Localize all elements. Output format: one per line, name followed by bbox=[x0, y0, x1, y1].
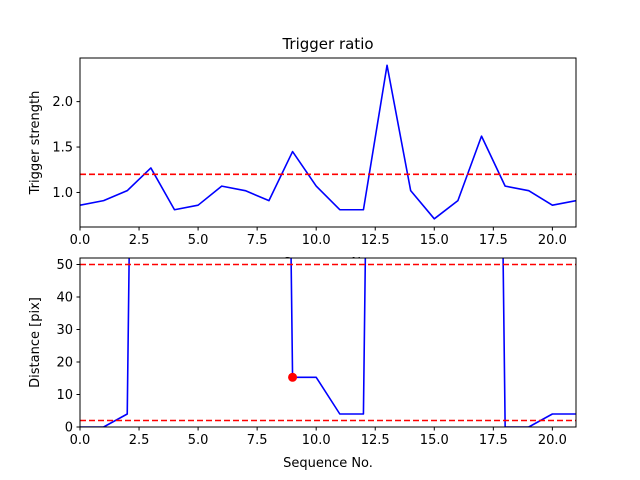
y-tick-label: 2.0 bbox=[52, 95, 73, 110]
plot-area bbox=[80, 258, 576, 427]
chart-title: Trigger ratio bbox=[281, 35, 373, 53]
x-tick-label: 20.0 bbox=[538, 233, 567, 248]
x-tick-label: 0.0 bbox=[70, 433, 91, 448]
y-tick-label: 20 bbox=[56, 356, 73, 371]
y-tick-label: 1.0 bbox=[52, 186, 73, 201]
x-tick-label: 2.5 bbox=[129, 433, 150, 448]
x-tick-label: 0.0 bbox=[70, 233, 91, 248]
y-tick-label: 10 bbox=[56, 388, 73, 403]
x-tick-label: 15.0 bbox=[420, 233, 449, 248]
x-tick-label: 12.5 bbox=[361, 233, 390, 248]
marker-point-0 bbox=[288, 372, 298, 382]
x-tick-label: 7.5 bbox=[247, 233, 268, 248]
x-tick-label: 7.5 bbox=[247, 433, 268, 448]
plot-area bbox=[80, 58, 576, 227]
series-line-0 bbox=[80, 258, 576, 427]
y-tick-label: 30 bbox=[56, 323, 73, 338]
y-tick-label: 50 bbox=[56, 258, 73, 273]
x-tick-label: 10.0 bbox=[302, 433, 331, 448]
trigger-ratio-chart: 0.0 2.5 5.0 7.5 10.0 12.5 15.0 17.5 20.0 1.0 1.5 2.… bbox=[28, 35, 577, 271]
y-tick-label: 0 bbox=[65, 421, 73, 436]
x-tick-label: 2.5 bbox=[129, 233, 150, 248]
x-tick-label: 5.0 bbox=[188, 233, 209, 248]
distance-chart: 0.0 2.5 5.0 7.5 10.0 12.5 15.0 17.5 20.0 0 10 20 30 4… bbox=[28, 257, 577, 471]
x-tick-label: 17.5 bbox=[479, 433, 508, 448]
x-tick-label: 20.0 bbox=[538, 433, 567, 448]
x-tick-label: 17.5 bbox=[479, 233, 508, 248]
axes-frame bbox=[79, 257, 577, 428]
y-axis-label: Trigger strength bbox=[28, 91, 43, 196]
y-tick-label: 1.5 bbox=[52, 141, 73, 156]
axes-frame bbox=[79, 57, 577, 228]
x-axis-label: Sequence No. bbox=[283, 456, 373, 471]
y-tick-label: 40 bbox=[56, 291, 73, 306]
plot-content bbox=[80, 258, 576, 427]
plot-content bbox=[80, 64, 576, 220]
x-tick-label: 10.0 bbox=[302, 233, 331, 248]
x-tick-label: 12.5 bbox=[361, 433, 390, 448]
x-tick-label: 15.0 bbox=[420, 433, 449, 448]
y-axis-label: Distance [pix] bbox=[28, 297, 43, 388]
x-tick-label: 5.0 bbox=[188, 433, 209, 448]
series-line-0 bbox=[80, 64, 576, 220]
